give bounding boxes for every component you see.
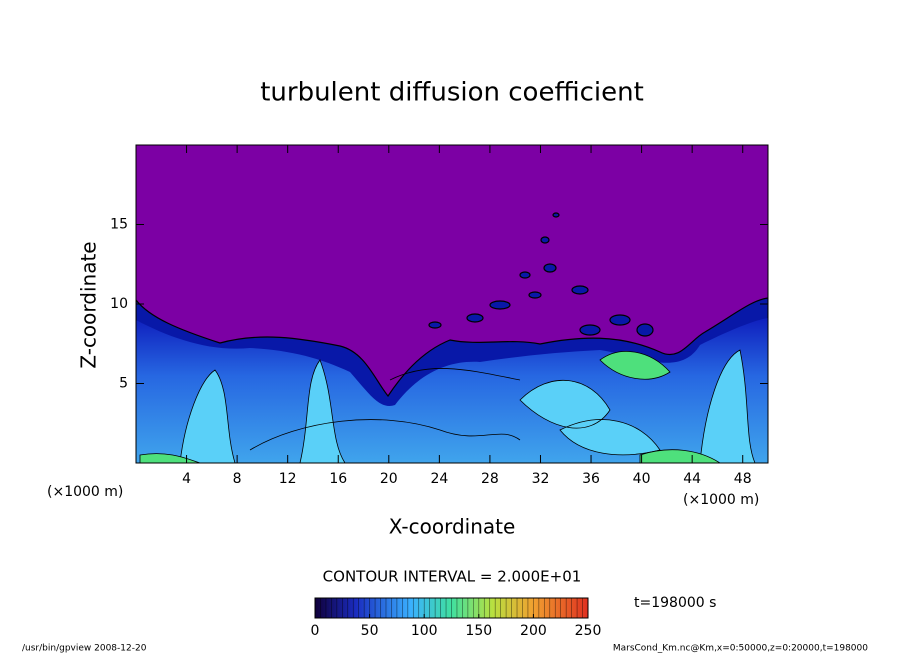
y-axis-label: Z-coordinate: [77, 241, 101, 368]
footer-left: /usr/bin/gpview 2008-12-20: [22, 644, 147, 654]
x-tick-label: 32: [532, 471, 550, 487]
y-tick-label: 10: [110, 296, 128, 312]
colorbar-tick-label: 50: [361, 623, 379, 639]
x-tick-label: 44: [683, 471, 701, 487]
colorbar-tick-label: 100: [411, 623, 438, 639]
x-tick-label: 24: [430, 471, 448, 487]
x-tick-label: 40: [633, 471, 651, 487]
time-label: t=198000 s: [634, 595, 716, 611]
x-tick-label: 8: [233, 471, 242, 487]
x-axis-label: X-coordinate: [389, 515, 516, 539]
colorbar-tick-label: 200: [520, 623, 547, 639]
colorbar-tick-label: 0: [311, 623, 320, 639]
contour-interval: CONTOUR INTERVAL = 2.000E+01: [323, 568, 582, 586]
x-unit-label: (×1000 m): [683, 492, 759, 508]
x-tick-label: 28: [481, 471, 499, 487]
y-tick-label: 5: [119, 376, 128, 392]
colorbar-tick-label: 150: [465, 623, 492, 639]
chart-title: turbulent diffusion coefficient: [260, 78, 644, 108]
contour-field: [136, 145, 768, 463]
contour-line: [389, 368, 521, 381]
colorbar-tick-label: 250: [575, 623, 602, 639]
footer-right: MarsCond_Km.nc@Km,x=0:50000,z=0:20000,t=…: [613, 644, 868, 654]
x-tick-label: 16: [329, 471, 347, 487]
x-tick-label: 48: [734, 471, 752, 487]
turbulent-blobs: [428, 212, 654, 337]
y-unit-label: (×1000 m): [47, 484, 123, 500]
x-tick-label: 12: [279, 471, 297, 487]
x-tick-label: 20: [380, 471, 398, 487]
y-tick-label: 15: [110, 217, 128, 233]
contour-line: [249, 419, 521, 451]
high-region: [179, 349, 756, 463]
x-tick-label: 36: [582, 471, 600, 487]
x-tick-label: 4: [182, 471, 191, 487]
